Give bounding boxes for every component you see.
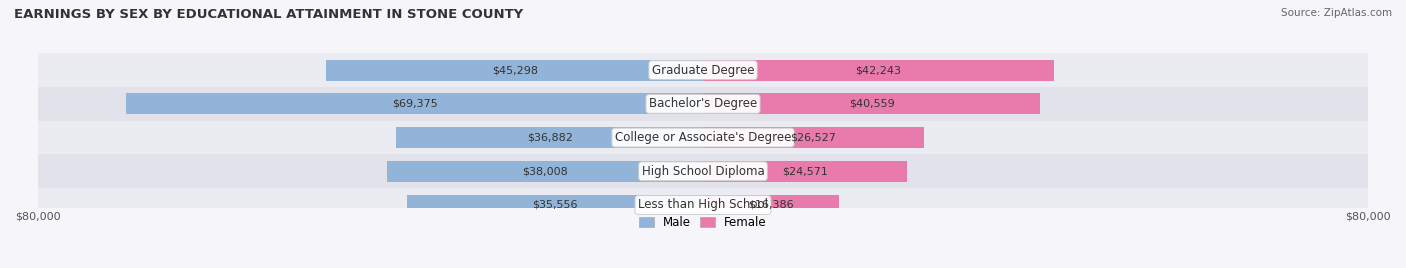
Text: High School Diploma: High School Diploma [641,165,765,178]
Text: College or Associate's Degree: College or Associate's Degree [614,131,792,144]
Bar [703,94,1040,114]
Text: $45,298: $45,298 [492,65,537,75]
Bar [38,53,1368,87]
Text: $40,559: $40,559 [849,99,894,109]
Text: $36,882: $36,882 [527,133,572,143]
Text: $35,556: $35,556 [533,200,578,210]
Bar [703,195,839,215]
Bar [408,195,703,215]
Text: $42,243: $42,243 [856,65,901,75]
Text: Bachelor's Degree: Bachelor's Degree [650,97,756,110]
Text: $69,375: $69,375 [392,99,437,109]
Text: $26,527: $26,527 [790,133,837,143]
Text: Source: ZipAtlas.com: Source: ZipAtlas.com [1281,8,1392,18]
Text: $16,386: $16,386 [748,200,794,210]
Bar [38,121,1368,154]
Text: Less than High School: Less than High School [638,199,768,211]
Bar [703,60,1054,81]
Bar [326,60,703,81]
Text: EARNINGS BY SEX BY EDUCATIONAL ATTAINMENT IN STONE COUNTY: EARNINGS BY SEX BY EDUCATIONAL ATTAINMEN… [14,8,523,21]
Text: Graduate Degree: Graduate Degree [652,64,754,77]
Bar [127,94,703,114]
Bar [703,161,907,182]
Text: $38,008: $38,008 [522,166,568,176]
Bar [38,188,1368,222]
Bar [38,87,1368,121]
Bar [396,127,703,148]
Bar [387,161,703,182]
Bar [38,154,1368,188]
Legend: Male, Female: Male, Female [634,211,772,233]
Bar [703,127,924,148]
Text: $24,571: $24,571 [782,166,828,176]
